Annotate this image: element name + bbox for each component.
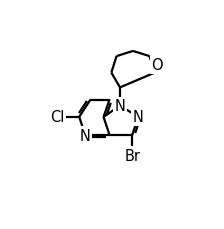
Text: N: N: [80, 128, 91, 143]
Text: N: N: [114, 99, 125, 114]
Text: Br: Br: [124, 148, 140, 163]
Text: Cl: Cl: [50, 110, 65, 125]
Text: O: O: [151, 58, 163, 73]
Text: N: N: [133, 110, 144, 125]
